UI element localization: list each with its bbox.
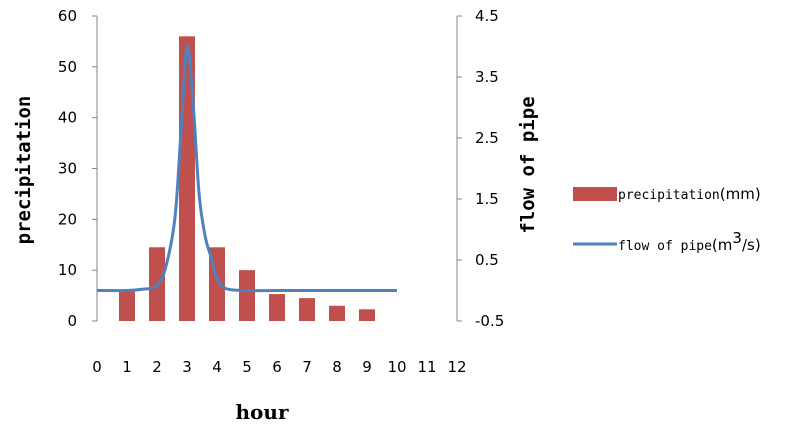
x-tick-label: 6 (272, 358, 282, 376)
y-tick-label: 40 (58, 109, 77, 127)
y2-tick-label: 4.5 (475, 7, 499, 25)
x-tick-label: 8 (332, 358, 342, 376)
precipitation-bar (359, 309, 375, 321)
legend-flow-label: flow of pipe(m3/s) (618, 229, 761, 254)
precipitation-bar (119, 290, 135, 321)
x-tick-label: 5 (242, 358, 252, 376)
y-axis-title: precipitation (13, 96, 35, 245)
x-tick-label: 12 (447, 358, 466, 376)
flow-of-pipe-line (96, 44, 397, 293)
legend: precipitation(mm) flow of pipe(m3/s) (573, 185, 761, 254)
y-tick-label: 50 (58, 58, 77, 76)
x-axis-title: hour (236, 400, 289, 424)
x-tick-label: 2 (152, 358, 162, 376)
x-tick-label: 9 (362, 358, 372, 376)
y-tick-label: 30 (58, 160, 77, 178)
legend-precipitation-swatch (573, 187, 617, 201)
y2-axis-title: flow of pipe (517, 96, 539, 233)
y2-tick-label: 0.5 (475, 251, 499, 269)
precipitation-bar (269, 294, 285, 321)
y2-tick-label: 3.5 (475, 68, 499, 86)
y-tick-label: 0 (67, 312, 77, 330)
y-tick-label: 10 (58, 261, 77, 279)
x-tick-label: 11 (417, 358, 436, 376)
flow-line-layer (96, 44, 397, 293)
precipitation-bar (299, 298, 315, 321)
y-tick-label: 60 (58, 7, 77, 25)
precipitation-bars (119, 36, 375, 321)
y2-tick-label: 1.5 (475, 190, 499, 208)
y2-tick-label: 2.5 (475, 129, 499, 147)
precipitation-bar (239, 270, 255, 321)
legend-precipitation-label: precipitation(mm) (618, 185, 761, 203)
y2-tick-label: -0.5 (475, 312, 504, 330)
x-tick-label: 0 (92, 358, 102, 376)
x-tick-label: 3 (182, 358, 192, 376)
x-tick-label: 7 (302, 358, 312, 376)
x-tick-label: 10 (387, 358, 406, 376)
precipitation-bar (329, 305, 345, 321)
x-tick-label: 1 (122, 358, 132, 376)
x-tick-label: 4 (212, 358, 222, 376)
y-tick-label: 20 (58, 210, 77, 228)
